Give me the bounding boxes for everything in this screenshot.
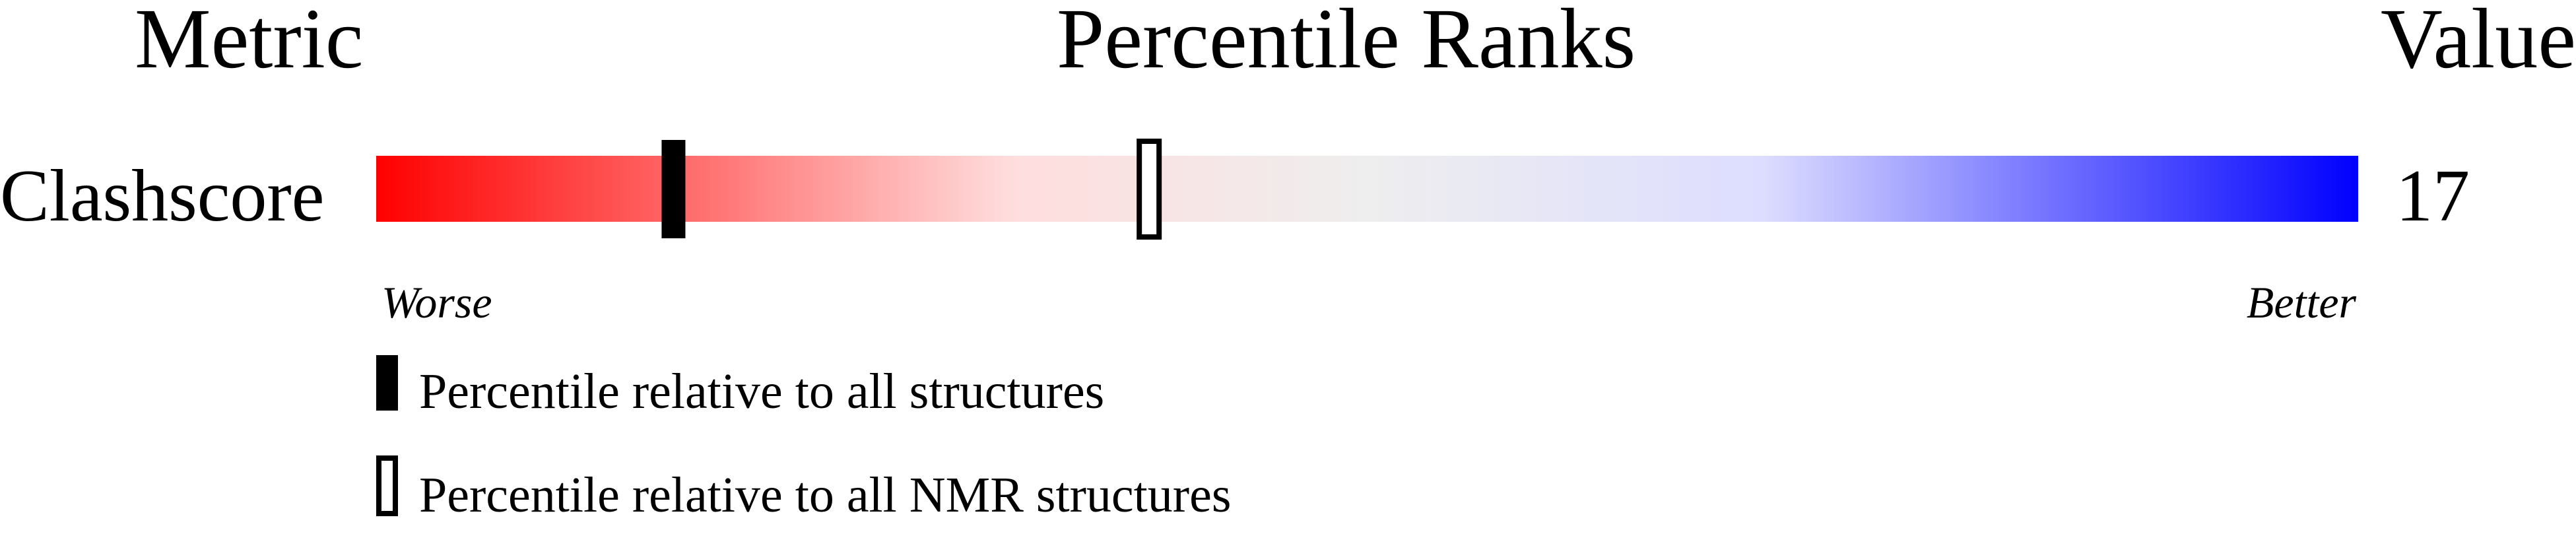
metric-value-clashscore: 17 xyxy=(2396,155,2470,237)
legend-outline-marker-icon xyxy=(376,455,398,516)
marker-percentile-nmr xyxy=(1137,139,1162,240)
legend-all-structures: Percentile relative to all structures xyxy=(419,364,1104,419)
scale-better-label: Better xyxy=(2247,277,2357,327)
marker-percentile-all xyxy=(661,140,686,238)
legend-filled-marker-icon xyxy=(376,355,398,411)
header-percentile-ranks: Percentile Ranks xyxy=(1057,0,1635,86)
header-metric: Metric xyxy=(135,0,364,86)
legend-nmr-structures: Percentile relative to all NMR structure… xyxy=(419,467,1231,523)
scale-worse-label: Worse xyxy=(381,277,492,327)
percentile-gradient-bar xyxy=(376,156,2358,222)
metric-label-clashscore: Clashscore xyxy=(0,155,324,237)
header-value: Value xyxy=(2381,0,2576,86)
